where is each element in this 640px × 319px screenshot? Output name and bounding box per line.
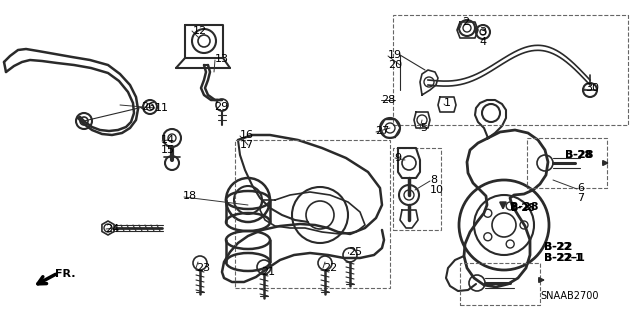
Text: B-28: B-28 [565,150,592,160]
Text: 1: 1 [444,98,451,108]
Bar [393,148,441,230]
Bar [460,263,540,305]
Text: SNAAB2700: SNAAB2700 [540,291,598,301]
Text: 2: 2 [462,17,469,27]
Text: B-22: B-22 [544,242,573,252]
Text: 17: 17 [240,140,254,150]
Text: 30: 30 [585,83,599,93]
Text: 28: 28 [381,95,396,105]
Text: 24: 24 [105,224,119,234]
Text: 26: 26 [141,102,155,112]
Bar [393,15,628,125]
Text: B-28: B-28 [565,150,593,160]
Text: 15: 15 [161,145,175,155]
Text: 29: 29 [214,102,228,112]
Text: 3: 3 [479,27,486,37]
Text: 12: 12 [193,26,207,36]
Text: 6: 6 [577,183,584,193]
Text: B-22-1: B-22-1 [544,253,585,263]
Text: B-22: B-22 [544,242,571,252]
Text: 21: 21 [261,267,275,277]
Text: 9: 9 [394,153,401,163]
Text: 7: 7 [577,193,584,203]
Text: 13: 13 [215,54,229,64]
Text: 23: 23 [196,263,210,273]
Bar [235,140,390,288]
Text: 20: 20 [388,60,402,70]
Text: 22: 22 [323,263,337,273]
Text: B-28: B-28 [510,202,538,212]
Text: 18: 18 [183,191,197,201]
Text: 8: 8 [430,175,437,185]
Text: 16: 16 [240,130,254,140]
Text: 10: 10 [430,185,444,195]
Bar [527,138,607,188]
Text: 5: 5 [420,123,427,133]
Text: 25: 25 [348,247,362,257]
Text: B-22-1: B-22-1 [544,253,582,263]
Text: 11: 11 [155,103,169,113]
Text: FR.: FR. [55,269,76,279]
Text: 19: 19 [388,50,402,60]
Text: B-28: B-28 [510,203,535,213]
Text: 14: 14 [161,135,175,145]
Text: 4: 4 [479,37,486,47]
Text: 27: 27 [375,126,389,136]
